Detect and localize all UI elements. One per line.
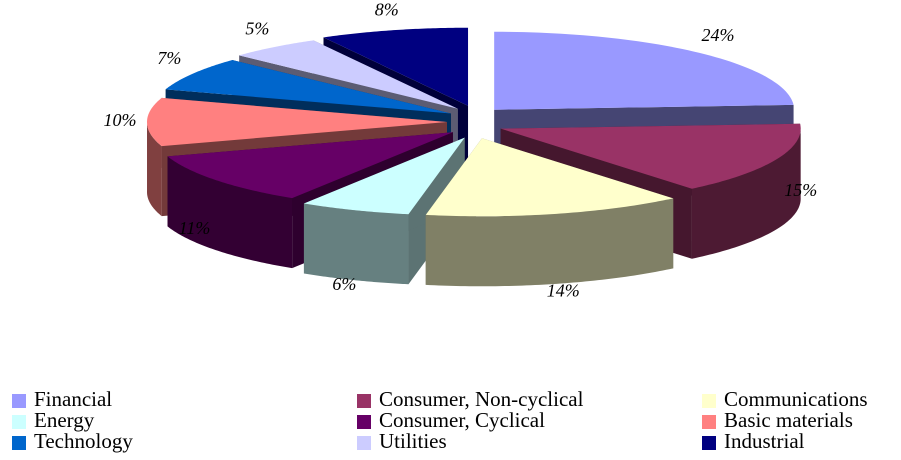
legend-label: Utilities xyxy=(379,429,447,453)
data-label: 15% xyxy=(784,180,817,200)
legend-swatch xyxy=(12,394,26,408)
slice-face xyxy=(323,27,469,106)
legend-swatch xyxy=(702,394,716,408)
legend-label: Industrial xyxy=(724,429,805,453)
slice-face xyxy=(303,137,465,215)
legend-label: Financial xyxy=(34,387,112,411)
slice-face xyxy=(303,203,409,285)
legend-label: Technology xyxy=(34,429,133,453)
legend-label: Communications xyxy=(724,387,868,411)
legend-label: Basic materials xyxy=(724,408,853,432)
slice-face xyxy=(425,198,674,287)
legend-swatch xyxy=(12,415,26,429)
data-label: 11% xyxy=(179,218,211,238)
legend-swatch xyxy=(702,415,716,429)
legend-label: Energy xyxy=(34,408,95,432)
slice-face xyxy=(167,156,293,269)
data-label: 24% xyxy=(702,25,735,45)
legend-swatch xyxy=(357,436,371,450)
legend-swatch xyxy=(12,436,26,450)
slice-face xyxy=(500,123,801,189)
slice-face xyxy=(167,132,453,199)
slice-face xyxy=(691,127,801,259)
data-label: 7% xyxy=(157,48,181,68)
slice-face xyxy=(494,31,794,110)
data-label: 6% xyxy=(332,274,356,294)
legend-label: Consumer, Non-cyclical xyxy=(379,387,584,411)
slice-face xyxy=(425,138,674,217)
data-label: 14% xyxy=(547,281,580,301)
slice-face xyxy=(147,121,162,217)
legend-swatch xyxy=(357,394,371,408)
data-label: 5% xyxy=(245,18,269,38)
pie-slice xyxy=(303,137,465,285)
slice-face xyxy=(165,60,451,114)
slice-face xyxy=(147,97,447,147)
data-label: 10% xyxy=(104,110,137,130)
legend-swatch xyxy=(702,436,716,450)
data-label: 8% xyxy=(375,0,399,19)
legend-swatch xyxy=(357,415,371,429)
pie-slice xyxy=(425,138,674,287)
slice-face xyxy=(239,40,458,109)
legend-label: Consumer, Cyclical xyxy=(379,408,545,432)
